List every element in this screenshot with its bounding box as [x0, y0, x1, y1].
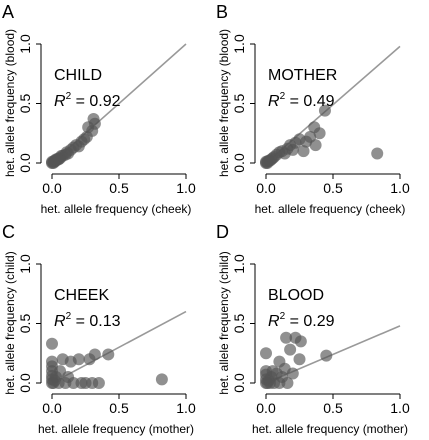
data-point — [46, 337, 58, 350]
data-point — [297, 145, 310, 158]
data-point — [284, 343, 297, 356]
panel-letter: B — [216, 2, 228, 22]
y-tick-label: 0.5 — [231, 314, 247, 334]
data-point — [318, 104, 331, 117]
y-tick-label: 1.0 — [231, 254, 247, 274]
data-point — [286, 367, 299, 380]
x-tick-label: 0.5 — [109, 400, 129, 416]
x-tick-label: 0.0 — [256, 180, 276, 196]
x-axis-label: het. allele frequency (cheek) — [255, 202, 406, 216]
x-tick-label: 0.5 — [323, 400, 343, 416]
y-axis-label: het. allele frequency (blood) — [217, 29, 231, 177]
data-point — [155, 373, 168, 386]
x-axis-label: het. allele frequency (mother) — [252, 422, 408, 436]
x-tick-label: 0.0 — [42, 180, 62, 196]
r-squared-symbol: R — [54, 313, 66, 330]
data-point — [294, 335, 307, 348]
x-tick-label: 1.0 — [176, 400, 196, 416]
y-tick-label: 0.5 — [17, 314, 33, 334]
x-tick-label: 1.0 — [176, 180, 196, 196]
r-squared-label: R2 = 0.92 — [54, 91, 121, 110]
y-axis-label: het. allele frequency (child) — [3, 251, 17, 394]
r-squared-label: R2 = 0.29 — [268, 311, 335, 330]
panel-letter: D — [216, 222, 229, 242]
data-point — [72, 353, 85, 366]
panel-letter: A — [2, 2, 14, 22]
y-tick-label: 1.0 — [17, 34, 33, 54]
x-tick-label: 1.0 — [390, 180, 410, 196]
x-tick-label: 1.0 — [390, 400, 410, 416]
r-squared-value: = 0.49 — [285, 93, 334, 110]
data-point — [371, 147, 384, 160]
panel-letter: C — [2, 222, 15, 242]
y-tick-label: 0.0 — [231, 373, 247, 393]
r-squared-value: = 0.29 — [285, 313, 334, 330]
panel-label: CHEEK — [54, 287, 109, 304]
panel-label: MOTHER — [268, 67, 337, 84]
r-squared-superscript: 2 — [66, 311, 72, 322]
x-tick-label: 0.5 — [109, 180, 129, 196]
y-axis-label: het. allele frequency (blood) — [3, 29, 17, 177]
y-tick-label: 0.5 — [231, 94, 247, 114]
y-tick-label: 0.0 — [231, 153, 247, 173]
r-squared-value: = 0.13 — [71, 313, 120, 330]
x-tick-label: 0.5 — [323, 180, 343, 196]
r-squared-value: = 0.92 — [71, 93, 120, 110]
data-point — [260, 347, 272, 360]
r-squared-superscript: 2 — [280, 91, 286, 102]
data-point — [281, 377, 294, 389]
r-squared-symbol: R — [268, 93, 280, 110]
x-tick-label: 0.0 — [256, 400, 276, 416]
data-point — [309, 139, 322, 152]
x-tick-label: 0.0 — [42, 400, 62, 416]
panel-label: CHILD — [54, 67, 102, 84]
y-tick-label: 1.0 — [231, 34, 247, 54]
data-point — [88, 117, 101, 130]
data-point — [320, 349, 333, 362]
r-squared-label: R2 = 0.13 — [54, 311, 121, 330]
r-squared-symbol: R — [268, 313, 280, 330]
data-point — [102, 348, 115, 361]
r-squared-superscript: 2 — [280, 311, 286, 322]
x-axis-label: het. allele frequency (cheek) — [41, 202, 192, 216]
data-point — [46, 355, 58, 368]
y-axis-label: het. allele frequency (child) — [217, 251, 231, 394]
panel-label: BLOOD — [268, 287, 324, 304]
r-squared-superscript: 2 — [66, 91, 72, 102]
data-point — [293, 353, 306, 366]
data-point — [88, 348, 101, 361]
data-point — [313, 127, 326, 140]
data-point — [280, 331, 293, 344]
y-tick-label: 1.0 — [17, 254, 33, 274]
x-axis-label: het. allele frequency (mother) — [38, 422, 194, 436]
r-squared-label: R2 = 0.49 — [268, 91, 335, 110]
data-point — [92, 377, 105, 389]
y-tick-label: 0.0 — [17, 373, 33, 393]
y-tick-label: 0.5 — [17, 94, 33, 114]
y-tick-label: 0.0 — [17, 153, 33, 173]
r-squared-symbol: R — [54, 93, 66, 110]
regression-line — [51, 310, 187, 384]
